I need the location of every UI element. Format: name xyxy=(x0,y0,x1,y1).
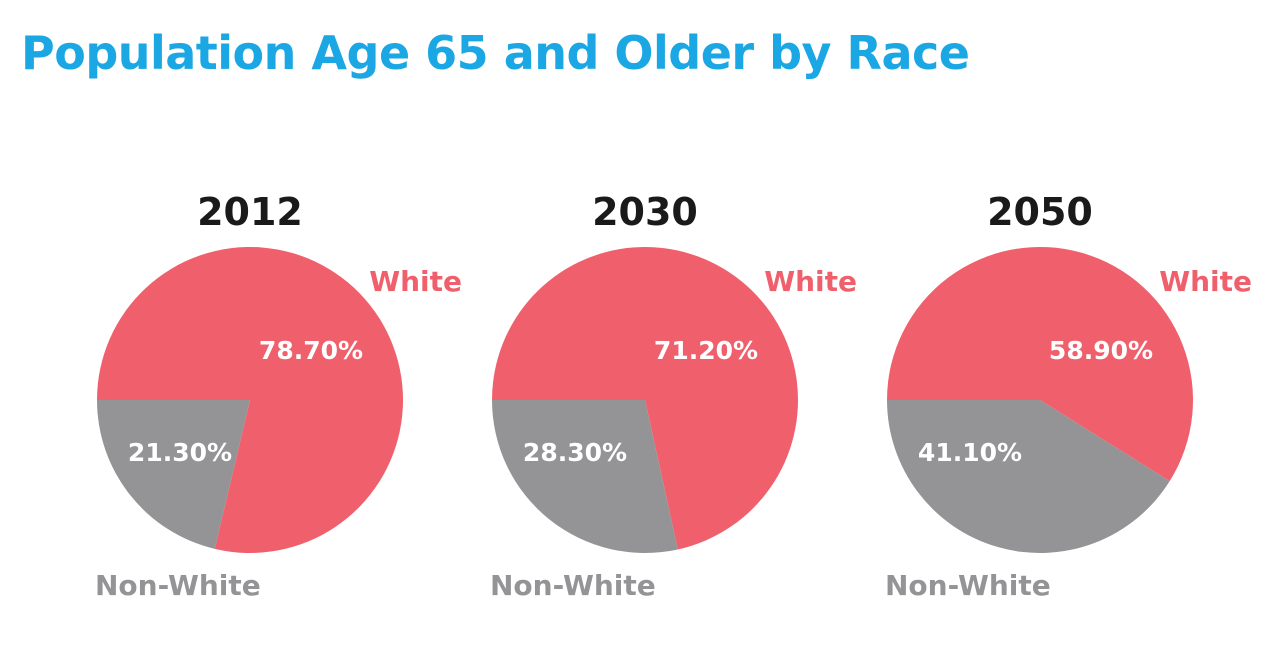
chart-title-2012: 2012 xyxy=(197,190,303,234)
slice-white-2050 xyxy=(887,246,1193,482)
data-label-non-white-2050: 41.10% xyxy=(918,438,1022,467)
chart-title-2030: 2030 xyxy=(592,190,698,234)
chart-title-2050: 2050 xyxy=(987,190,1093,234)
pie-chart-2030 xyxy=(492,247,798,554)
data-label-non-white-2030: 28.30% xyxy=(523,438,627,467)
legend-label-white-2012: White xyxy=(369,265,462,298)
slice-non-white-2050 xyxy=(887,400,1170,553)
data-label-white-2012: 78.70% xyxy=(259,336,363,365)
data-label-non-white-2012: 21.30% xyxy=(128,438,232,467)
legend-label-non-white-2030: Non-White xyxy=(490,569,656,602)
legend-label-non-white-2050: Non-White xyxy=(885,569,1051,602)
legend-label-non-white-2012: Non-White xyxy=(95,569,261,602)
page-title: Population Age 65 and Older by Race xyxy=(21,26,970,80)
slice-non-white-2012 xyxy=(97,400,250,549)
slice-white-2030 xyxy=(492,247,798,550)
slice-non-white-2030 xyxy=(492,400,678,554)
data-label-white-2050: 58.90% xyxy=(1049,336,1153,365)
legend-label-white-2050: White xyxy=(1159,265,1252,298)
pie-chart-2012 xyxy=(97,246,404,553)
pie-charts: 2012 White Non-White 78.70% 21.30% 2030 White N… xyxy=(95,190,1252,602)
slice-white-2012 xyxy=(97,246,404,553)
legend-label-white-2030: White xyxy=(764,265,857,298)
pie-chart-2050 xyxy=(887,246,1193,553)
data-label-white-2030: 71.20% xyxy=(654,336,758,365)
